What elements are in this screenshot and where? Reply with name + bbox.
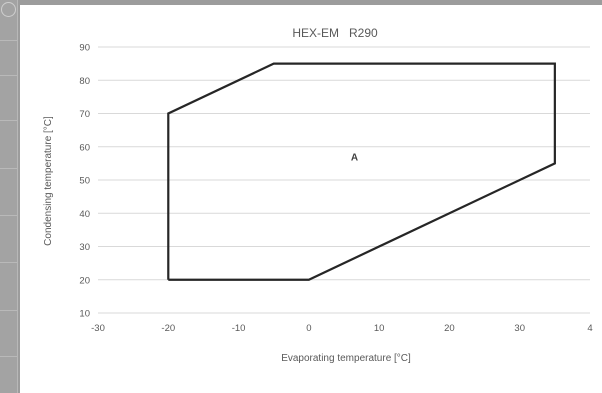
panel-divider (0, 215, 17, 216)
chart-title: HEX-EM R290 (292, 26, 378, 40)
panel-divider (0, 40, 17, 41)
gridlines (98, 46, 590, 314)
chart-card: 10 20 30 40 50 60 70 80 90 -30 -20 -10 0 10 20 30 4 A H… (20, 5, 602, 393)
chart-svg: 10 20 30 40 50 60 70 80 90 -30 -20 -10 0 10 20 30 4 A H… (43, 26, 593, 364)
panel-divider (0, 168, 17, 169)
annotations: A (351, 153, 358, 164)
y-tick-label: 30 (79, 242, 90, 253)
y-tick-label: 50 (79, 176, 90, 187)
x-axis-label: Evaporating temperature [°C] (281, 353, 411, 364)
circle-icon (1, 2, 16, 17)
panel-divider (0, 262, 17, 263)
y-tick-label: 40 (79, 209, 90, 220)
y-tick-labels: 10 20 30 40 50 60 70 80 90 (79, 43, 90, 320)
y-tick-label: 70 (79, 109, 90, 120)
panel-divider (0, 310, 17, 311)
y-tick-label: 90 (79, 43, 90, 54)
side-panel (0, 0, 18, 393)
x-tick-label: 10 (374, 323, 385, 334)
series-layer (167, 62, 556, 281)
panel-divider (0, 356, 17, 357)
x-tick-label: -10 (232, 323, 246, 334)
x-tick-label: 20 (444, 323, 455, 334)
x-tick-label: 0 (306, 323, 311, 334)
x-tick-label: -20 (161, 323, 175, 334)
x-tick-label: 4 (587, 323, 592, 334)
region-label: A (351, 153, 358, 164)
y-tick-label: 20 (79, 275, 90, 286)
panel-divider (0, 120, 17, 121)
y-tick-label: 60 (79, 142, 90, 153)
x-tick-label: 30 (514, 323, 525, 334)
panel-divider (0, 75, 17, 76)
x-tick-label: -30 (91, 323, 105, 334)
x-tick-labels: -30 -20 -10 0 10 20 30 4 (91, 323, 593, 334)
envelope-line (167, 62, 556, 281)
y-tick-label: 10 (79, 309, 90, 320)
y-tick-label: 80 (79, 76, 90, 87)
y-axis-label: Condensing temperature [°C] (43, 116, 54, 246)
